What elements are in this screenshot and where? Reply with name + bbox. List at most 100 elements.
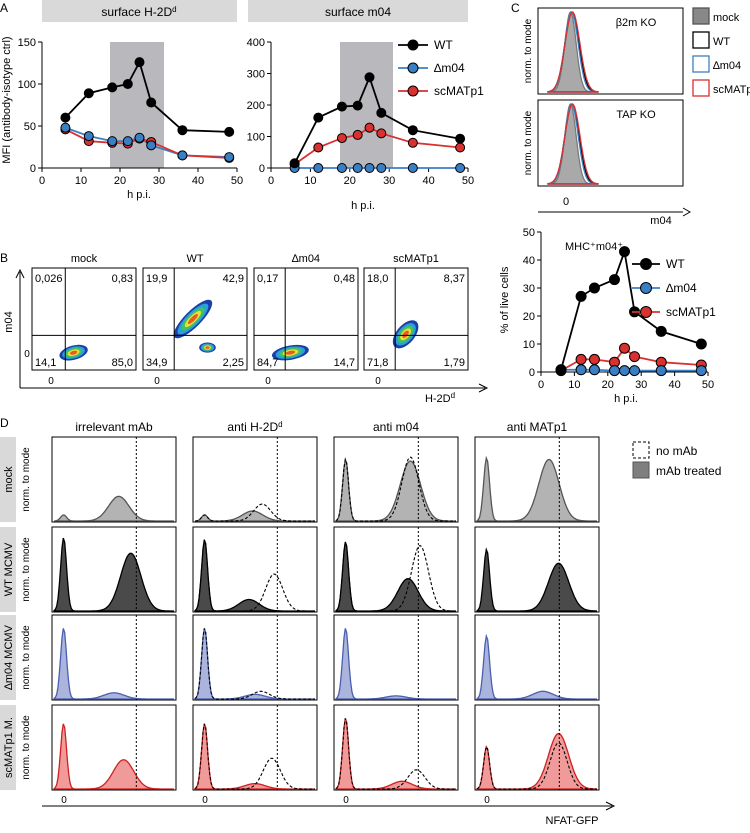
a-left-x-tick-label: 20 (114, 175, 126, 187)
c-legend-label-mock: mock (713, 12, 740, 24)
b-legend-label-wt: WT (666, 257, 685, 271)
a-right-point-scmatp1 (336, 133, 347, 144)
d-ylabel-mock: norm. to mode (21, 447, 32, 512)
a-left-point-dm04 (122, 136, 133, 147)
b-line-ylabel: % of live cells (499, 266, 511, 333)
shade-right (340, 42, 393, 168)
panel-letter-b: B (0, 251, 8, 265)
b-line-y-tick-label: 20 (523, 311, 535, 323)
a-left-x-tick-label: 40 (192, 175, 204, 187)
d-x-arrow (605, 801, 616, 811)
d-hist-treated-dm04-3 (476, 633, 597, 700)
d-row-label-mock: mock (3, 466, 15, 493)
d-hist-nomab-dm04-1 (194, 628, 315, 700)
d-row-label-dm04: ∆m04 MCMV (3, 624, 15, 689)
d-row-label-box-mock (0, 437, 16, 522)
a-right-point-wt (455, 133, 466, 144)
d-x-zero-0: 0 (61, 795, 67, 806)
d-frame-scmatp1-3 (474, 704, 600, 791)
c-hist-scmatp1 (547, 103, 599, 185)
a-right-point-wt (289, 158, 300, 169)
b-xlabel-sup: d (451, 391, 455, 400)
a-left-point-dm04 (60, 122, 71, 133)
a-left-y-tick-label: 50 (24, 121, 36, 133)
b-line-point-dm04 (588, 364, 600, 376)
b-line-y-tick-label: 10 (523, 339, 535, 351)
d-hist-treated-wt-0 (53, 537, 174, 612)
d-ylabel-scmatp1: norm. to mode (21, 715, 32, 780)
b-line-point-dm04 (629, 365, 641, 377)
a-left-point-wt (107, 82, 118, 93)
b-q-ul-2: 0,17 (257, 273, 278, 285)
panel-letter-a: A (0, 1, 8, 15)
d-hist-treated-mock-0 (53, 495, 174, 522)
b-line-point-wt (655, 325, 667, 337)
a-left-point-dm04 (177, 150, 188, 161)
d-column-title-0: irrelevant mAb (75, 420, 153, 434)
a-right-point-dm04 (407, 163, 418, 173)
a-legend-marker-scmatp1 (407, 85, 419, 97)
b-line-title: MHC⁺m04⁺ (565, 241, 623, 253)
d-column-title-main-1: anti H-2D (227, 420, 278, 434)
a-right-point-scmatp1 (364, 122, 375, 133)
a-left-point-wt (134, 57, 145, 68)
b-y-arrow (15, 268, 25, 279)
a-left-x-tick-label: 0 (39, 175, 45, 187)
d-hist-nomab-wt-1 (194, 539, 315, 612)
b-legend-label-dm04: ∆m04 (666, 281, 697, 295)
a-left-point-dm04 (224, 152, 235, 163)
d-frame-wt-3 (474, 526, 600, 613)
a-right-x-tick-label: 10 (304, 175, 316, 187)
b-xlabel: H-2Dd (425, 391, 455, 406)
b-legend-marker-dm04 (640, 282, 652, 294)
chart-a-right: 0 100 200 300 400 0 10 20 30 40 50 (247, 37, 474, 187)
b-line-x-tick-label: 0 (538, 379, 544, 391)
b-line-point-scmatp1 (588, 353, 600, 365)
d-row-label-box-scmatp1 (0, 705, 16, 790)
a-right-point-wt (336, 101, 347, 112)
b-legend-label-scmatp1: scMATp1 (666, 305, 716, 319)
b-x-zero-0: 0 (48, 376, 54, 387)
b-plot-frame-3 (363, 267, 469, 371)
d-frame-dm04-0 (51, 614, 177, 701)
a-right-point-dm04 (455, 163, 466, 173)
d-hist-treated-wt-3 (476, 547, 598, 612)
c-label-b2mko: β2m KO (616, 17, 657, 29)
a-left-y-tick-label: 100 (18, 79, 36, 91)
b-plot-title-3: scMATp1 (393, 253, 439, 265)
b-q-ur-3: 8,37 (444, 273, 465, 285)
d-hist-nomab-mock-2 (335, 456, 456, 522)
b-line-y-tick-label: 40 (523, 255, 535, 267)
c-legend-label-dm04: ∆m04 (713, 60, 741, 72)
c-hist-scmatp1 (547, 11, 599, 93)
b-line-axes: 0 10 20 30 40 50 0 10 20 30 40 50 (523, 227, 714, 391)
a-right-point-dm04 (376, 163, 387, 173)
c-legend-swatch-scmatp1 (692, 79, 710, 97)
b-line-x-tick-label: 10 (568, 379, 580, 391)
a-right-point-dm04 (364, 163, 375, 173)
d-row-label-scmatp1: scMATp1 M. (3, 717, 15, 778)
b-ylabel: m04 (3, 311, 15, 332)
b-y-zero: 0 (24, 349, 30, 360)
d-frame-dm04-3 (474, 614, 600, 701)
header-left-box (42, 0, 237, 22)
b-x-arrow (478, 383, 489, 393)
b-x-zero-2: 0 (265, 376, 271, 387)
header-left: surface H-2Dd (101, 5, 176, 20)
a-right-x-tick-label: 40 (422, 175, 434, 187)
b-line-point-scmatp1 (575, 353, 587, 365)
d-x-zero-1: 0 (202, 795, 208, 806)
b-line-point-scmatp1 (629, 351, 641, 363)
b-line-point-wt (619, 246, 630, 258)
c-legend-swatch-dm04 (692, 55, 710, 73)
b-density-1-0-4 (187, 313, 198, 325)
b-density-1-1-4 (205, 346, 210, 349)
a-right-point-scmatp1 (352, 129, 363, 140)
a-left-x-tick-label: 10 (75, 175, 87, 187)
a-legend-label-wt: WT (434, 38, 453, 52)
c-x-tick-label: 0 (563, 196, 569, 208)
b-x-zero-1: 0 (154, 376, 160, 387)
b-q-ul-0: 0,026 (35, 273, 63, 285)
b-q-lr-0: 85,0 (112, 357, 133, 369)
d-hist-treated-dm04-2 (335, 628, 456, 700)
